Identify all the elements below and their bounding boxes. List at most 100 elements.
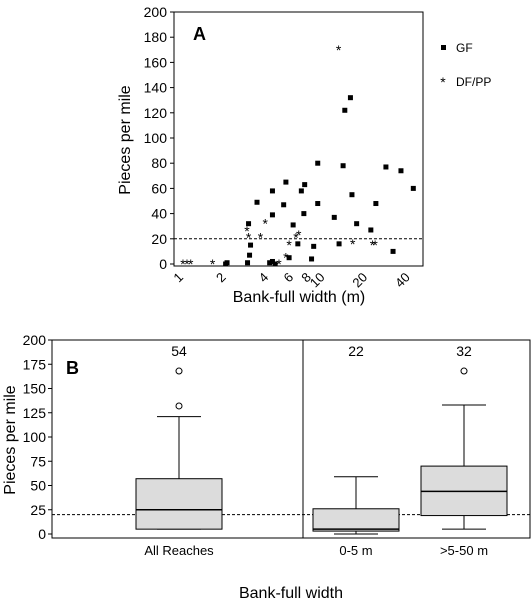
panel-b-y-tick-label: 0	[38, 526, 46, 542]
box-iqr	[135, 478, 223, 530]
panel-a-letter: A	[193, 24, 206, 44]
dfpp-point: *	[370, 237, 376, 253]
box-iqr	[312, 508, 400, 532]
gf-point	[302, 182, 308, 188]
panel-b-y-tick-label: 150	[23, 381, 47, 397]
gf-point	[246, 221, 252, 227]
dfpp-point: *	[258, 230, 264, 246]
gf-point	[311, 243, 317, 249]
panel-a-x-axis-title: Bank-full width (m)	[233, 289, 365, 306]
panel-b-plot-frame	[51, 339, 531, 539]
dfpp-point: *	[180, 256, 186, 272]
panel-b-y-tick-label: 200	[23, 332, 47, 348]
panel-b-y-tick-label: 125	[23, 405, 47, 421]
gf-point	[283, 179, 289, 185]
gf-point	[298, 188, 304, 194]
gf-point	[390, 248, 396, 254]
box-outlier	[175, 367, 183, 375]
box-category-label: >5-50 m	[440, 543, 488, 558]
dfpp-point: *	[372, 237, 378, 253]
panel-b-y-axis-title: Pieces per mile	[2, 385, 19, 494]
dfpp-point: *	[293, 230, 299, 246]
gf-point	[301, 211, 307, 217]
panel-a-y-tick-label: 20	[151, 231, 167, 247]
legend-dfpp-marker: *	[440, 74, 446, 90]
gf-point	[315, 201, 321, 207]
gf-point	[267, 260, 273, 266]
gf-point	[336, 241, 342, 247]
panel-b-x-axis-title: Bank-full width	[239, 585, 343, 602]
panel-a-x-tick-label: 20	[349, 270, 370, 291]
gf-point	[410, 185, 416, 191]
dfpp-point: *	[336, 42, 342, 58]
gf-point	[269, 188, 275, 194]
panel-b: B 0 25 50 75 100 125 150 175 200 54 All Reaches 22…	[2, 332, 531, 602]
panel-a-y-tick-label: 40	[151, 206, 167, 222]
panel-a-y-tick-label: 120	[144, 105, 168, 121]
panel-a-y-tick-label: 200	[144, 4, 168, 20]
panel-a-y-tick-label: 80	[151, 155, 167, 171]
panel-a-y-tick-label: 100	[144, 130, 168, 146]
box-count-label: 32	[456, 343, 472, 359]
panel-b-boxes: 54 All Reaches 22 0-5 m 32 >5-50 m	[135, 343, 508, 558]
dfpp-point: *	[184, 256, 190, 272]
box-count-label: 22	[348, 343, 364, 359]
gf-point	[247, 252, 253, 258]
panel-b-y-tick-label: 175	[23, 356, 47, 372]
panel-b-y-tick-label: 75	[30, 453, 46, 469]
panel-a-x-tick-label: 4	[256, 270, 272, 286]
dfpp-point: *	[210, 256, 216, 272]
panel-a-y-axis: 0 20 40 60 80 100 120 140 160 180 200	[144, 4, 174, 272]
legend-gf-label: GF	[456, 41, 473, 55]
panel-b-y-tick-label: 50	[30, 478, 46, 494]
panel-a-x-tick-label: 2	[213, 270, 229, 286]
gf-point	[248, 242, 254, 248]
box-group: 32 >5-50 m	[420, 343, 508, 558]
dfpp-point: *	[296, 227, 302, 243]
gf-point	[290, 222, 296, 228]
gf-point	[309, 256, 315, 262]
legend-gf-marker	[441, 45, 446, 50]
dfpp-point: *	[283, 250, 289, 266]
panel-a-y-tick-label: 140	[144, 80, 168, 96]
legend-dfpp-label: DF/PP	[456, 75, 491, 89]
panel-b-letter: B	[66, 358, 79, 378]
gf-point	[347, 95, 353, 101]
gf-point	[373, 201, 379, 207]
panel-a-y-tick-label: 0	[159, 256, 167, 272]
dfpp-point: *	[350, 236, 356, 252]
box-group: 22 0-5 m	[312, 343, 400, 558]
panel-b-y-axis: 0 25 50 75 100 125 150 175 200	[23, 332, 52, 542]
panel-b-y-tick-label: 25	[30, 502, 46, 518]
gf-point	[398, 168, 404, 174]
gf-point	[342, 107, 348, 113]
panel-a-plot-frame	[173, 11, 424, 267]
dfpp-point: *	[276, 256, 282, 272]
gf-point	[224, 260, 230, 266]
gf-point	[349, 192, 355, 198]
dfpp-point: *	[244, 223, 250, 239]
panel-a-y-axis-title: Pieces per mile	[117, 85, 134, 194]
panel-a-points: *** *** *** ** **** **	[180, 42, 416, 272]
panel-a-x-tick-label: 6	[281, 270, 297, 286]
panel-a-x-tick-label: 40	[392, 270, 413, 291]
box-count-label: 54	[171, 343, 187, 359]
panel-a-y-tick-label: 180	[144, 29, 168, 45]
gf-point	[354, 221, 360, 227]
gf-point	[269, 212, 275, 218]
gf-point	[331, 214, 337, 220]
panel-a-y-tick-label: 60	[151, 180, 167, 196]
box-group: 54 All Reaches	[135, 343, 223, 558]
box-category-label: 0-5 m	[339, 543, 372, 558]
panel-a-x-axis: 1 2 4 6 810 20 40	[170, 270, 412, 291]
panel-a-y-tick-label: 160	[144, 54, 168, 70]
panel-b-y-tick-label: 100	[23, 429, 47, 445]
gf-point	[295, 241, 301, 247]
gf-point	[383, 164, 389, 170]
dfpp-point: *	[286, 237, 292, 253]
box-outlier	[460, 367, 468, 375]
gf-point	[281, 202, 287, 208]
dfpp-point: *	[188, 256, 194, 272]
